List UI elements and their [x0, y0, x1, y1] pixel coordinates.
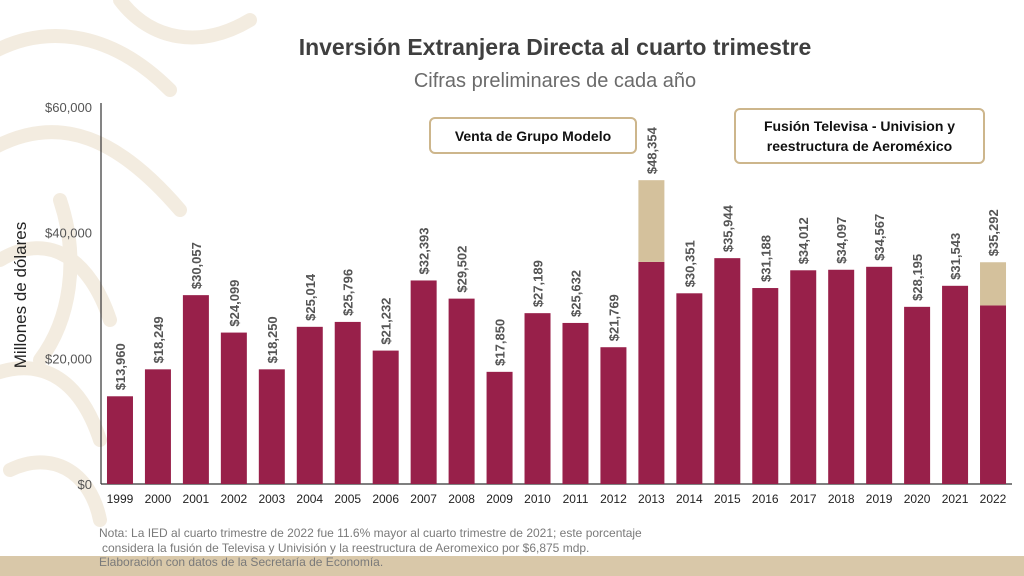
data-label: $35,292 — [986, 209, 1001, 256]
bar — [524, 313, 551, 484]
annotation-televisa-aeromexico-text: Fusión Televisa - Univision y reestructu… — [763, 118, 956, 154]
bar — [866, 266, 893, 484]
bar — [562, 322, 589, 484]
bar — [790, 270, 817, 484]
bar — [220, 332, 247, 484]
bar — [334, 321, 361, 484]
data-label: $48,354 — [644, 126, 659, 174]
x-tick-label: 2021 — [942, 492, 969, 506]
bar — [144, 369, 171, 484]
data-label: $35,944 — [720, 204, 735, 252]
bar-extra-segment — [638, 180, 665, 262]
bar — [410, 280, 437, 484]
bar — [486, 371, 513, 484]
x-tick-label: 2013 — [638, 492, 665, 506]
bar — [638, 261, 665, 484]
bar — [676, 293, 703, 484]
x-tick-label: 2011 — [563, 492, 589, 506]
data-label: $17,850 — [493, 319, 508, 366]
y-tick-label: $0 — [78, 477, 92, 492]
bar — [296, 326, 323, 484]
bar — [448, 298, 475, 484]
bar — [714, 258, 741, 484]
data-label: $13,960 — [113, 343, 128, 390]
data-label: $32,393 — [417, 227, 432, 274]
annotation-televisa-aeromexico: Fusión Televisa - Univision y reestructu… — [734, 108, 985, 164]
x-tick-label: 2001 — [183, 492, 210, 506]
data-label: $34,097 — [834, 217, 849, 264]
bar-extra-segment — [980, 262, 1007, 306]
x-tick-label: 2002 — [221, 492, 248, 506]
x-tick-label: 2017 — [790, 492, 817, 506]
x-tick-label: 2012 — [600, 492, 627, 506]
data-label: $34,567 — [872, 214, 887, 261]
x-tick-label: 2008 — [448, 492, 475, 506]
x-tick-label: 2015 — [714, 492, 741, 506]
data-label: $31,543 — [948, 233, 963, 280]
data-label: $29,502 — [455, 246, 470, 293]
x-tick-label: 2019 — [866, 492, 893, 506]
x-tick-label: 2009 — [486, 492, 513, 506]
data-label: $18,249 — [151, 316, 166, 363]
data-label: $30,057 — [189, 242, 204, 289]
bar — [904, 306, 931, 484]
footnote-line-2: considera la fusión de Televisa y Univis… — [102, 540, 590, 555]
bar — [182, 295, 209, 484]
footnote: Nota: La IED al cuarto trimestre de 2022… — [99, 526, 779, 570]
data-label: $18,250 — [265, 316, 280, 363]
x-tick-label: 2006 — [372, 492, 399, 506]
bar — [942, 285, 969, 484]
x-tick-label: 1999 — [107, 492, 134, 506]
data-label: $21,769 — [606, 294, 621, 341]
chart-subtitle: Cifras preliminares de cada año — [413, 70, 697, 92]
bar — [600, 347, 627, 484]
x-tick-label: 2010 — [524, 492, 551, 506]
data-label: $25,796 — [341, 269, 356, 316]
x-tick-label: 2004 — [296, 492, 323, 506]
bar — [372, 350, 399, 484]
y-tick-label: $20,000 — [45, 351, 92, 366]
bar — [752, 288, 779, 484]
bar — [258, 369, 285, 484]
data-label: $30,351 — [682, 240, 697, 287]
bar — [980, 305, 1007, 484]
footer-band — [0, 556, 1024, 576]
bar — [828, 269, 855, 484]
bar — [106, 396, 133, 484]
x-tick-label: 2003 — [258, 492, 285, 506]
y-tick-label: $60,000 — [45, 100, 92, 115]
footnote-line-1: Nota: La IED al cuarto trimestre de 2022… — [99, 526, 642, 540]
data-label: $31,188 — [758, 235, 773, 282]
data-label: $21,232 — [379, 298, 394, 345]
x-tick-label: 2000 — [145, 492, 172, 506]
annotation-grupo-modelo: Venta de Grupo Modelo — [429, 117, 637, 154]
x-tick-label: 2022 — [980, 492, 1007, 506]
x-tick-label: 2016 — [752, 492, 779, 506]
x-tick-label: 2020 — [904, 492, 931, 506]
footnote-source: Elaboración con datos de la Secretaría d… — [99, 555, 384, 569]
data-label: $27,189 — [531, 260, 546, 307]
data-label: $24,099 — [227, 280, 242, 327]
x-tick-label: 2005 — [334, 492, 361, 506]
data-label: $25,632 — [568, 270, 583, 317]
y-tick-label: $40,000 — [45, 226, 92, 241]
data-label: $25,014 — [303, 273, 318, 321]
data-label: $34,012 — [796, 217, 811, 264]
data-label: $28,195 — [910, 254, 925, 301]
x-tick-label: 2014 — [676, 492, 703, 506]
x-tick-label: 2018 — [828, 492, 855, 506]
chart-title: Inversión Extranjera Directa al cuarto t… — [298, 34, 812, 60]
x-tick-label: 2007 — [410, 492, 437, 506]
